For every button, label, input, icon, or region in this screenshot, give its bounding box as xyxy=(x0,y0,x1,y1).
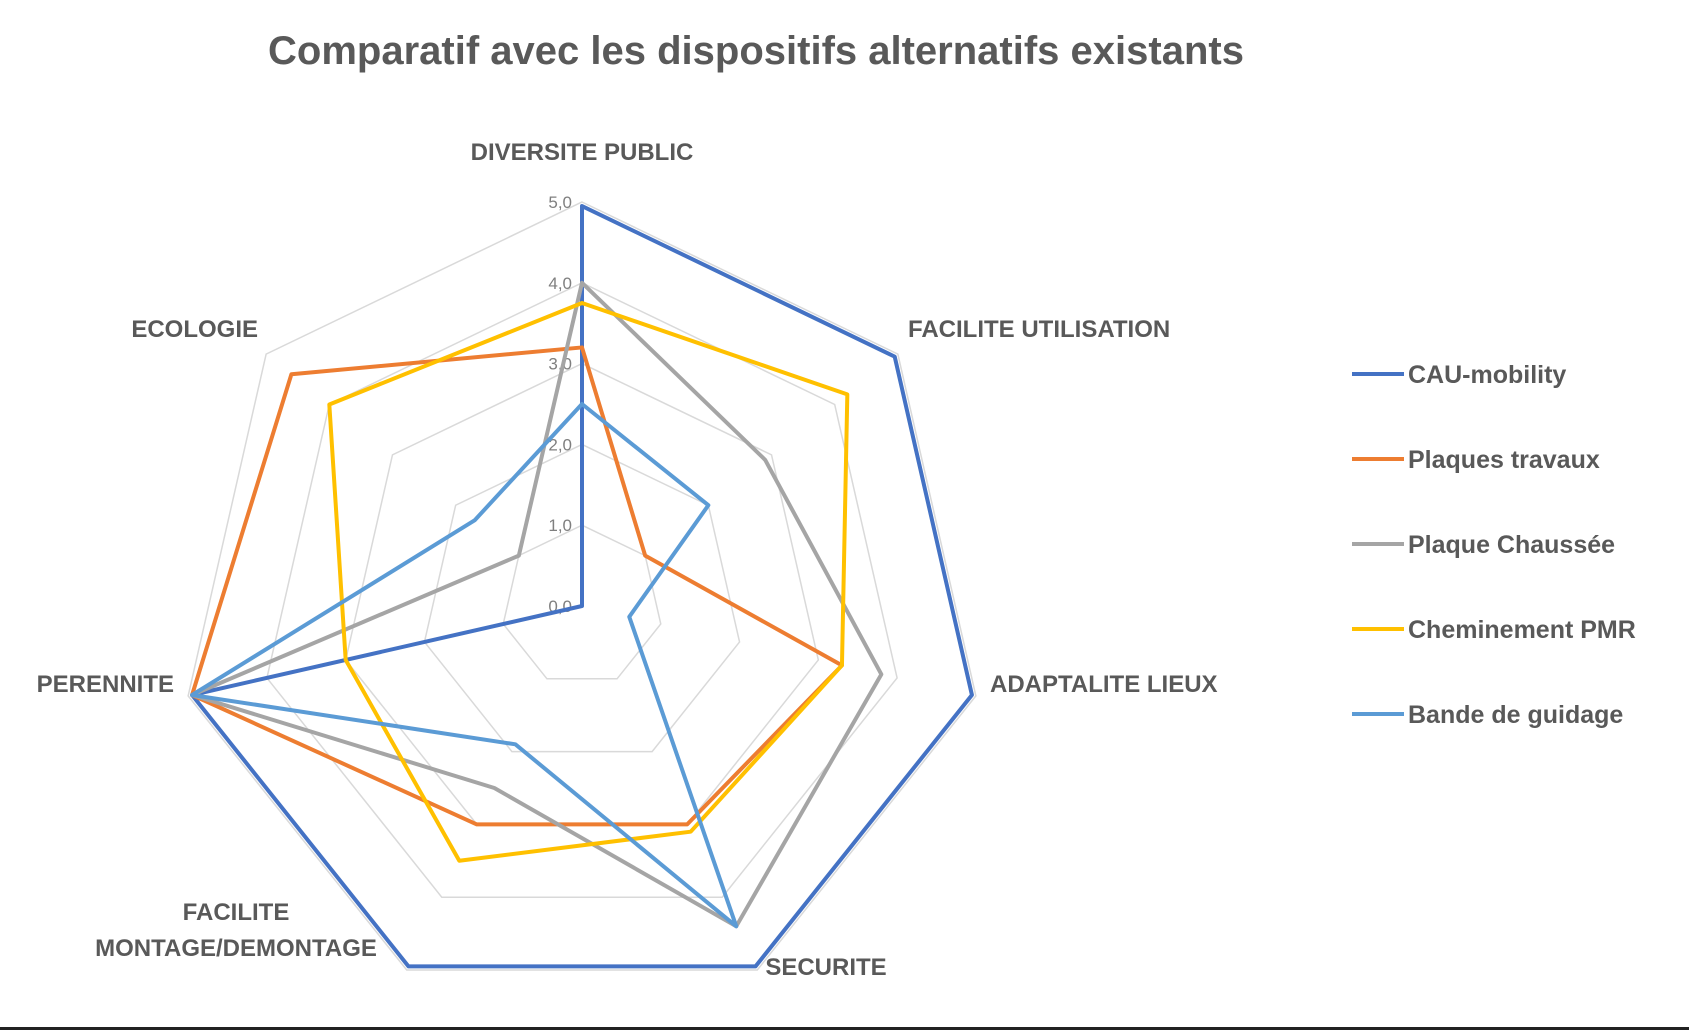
spoke-1 xyxy=(582,354,898,606)
legend-label-0: CAU-mobility xyxy=(1408,361,1566,389)
tick-label-2: 2,0 xyxy=(548,435,572,454)
axis-label-6: ECOLOGIE xyxy=(131,316,258,343)
axis-label-4: FACILITE MONTAGE/DEMONTAGE xyxy=(95,899,377,962)
bottom-border xyxy=(0,1027,1689,1030)
axis-label-0: DIVERSITE PUBLIC xyxy=(471,139,694,166)
axis-label-1: FACILITE UTILISATION xyxy=(908,316,1170,343)
axis-labels: DIVERSITE PUBLIC FACILITE UTILISATION ADAP… xyxy=(37,139,1218,981)
series-line-3 xyxy=(327,301,850,863)
axis-label-2: ADAPTALITE LIEUX xyxy=(990,671,1218,698)
legend-label-1: Plaques travaux xyxy=(1408,446,1600,474)
tick-label-1: 1,0 xyxy=(548,516,572,535)
series-line-2 xyxy=(190,280,884,929)
series-line-1 xyxy=(190,345,844,827)
legend: CAU-mobility Plaques travaux Plaque Chauss… xyxy=(1352,361,1636,729)
radial-tick-labels: 0,01,02,03,04,05,0 xyxy=(548,193,572,616)
axis-label-3: SECURITE xyxy=(765,954,886,981)
series-line-4 xyxy=(190,402,739,929)
tick-label-5: 5,0 xyxy=(548,193,572,212)
legend-label-2: Plaque Chaussée xyxy=(1408,531,1615,559)
axis-label-5: PERENNITE xyxy=(37,671,174,698)
grid-ring-1 xyxy=(502,524,662,680)
series-line-0 xyxy=(190,204,974,969)
legend-label-4: Bande de guidage xyxy=(1408,701,1623,729)
legend-label-3: Cheminement PMR xyxy=(1408,616,1636,644)
grid-ring-2 xyxy=(423,443,741,753)
grid-ring-5 xyxy=(187,201,977,971)
series-lines xyxy=(190,204,974,969)
tick-label-4: 4,0 xyxy=(548,274,572,293)
chart-title: Comparatif avec les dispositifs alternat… xyxy=(268,29,1244,73)
